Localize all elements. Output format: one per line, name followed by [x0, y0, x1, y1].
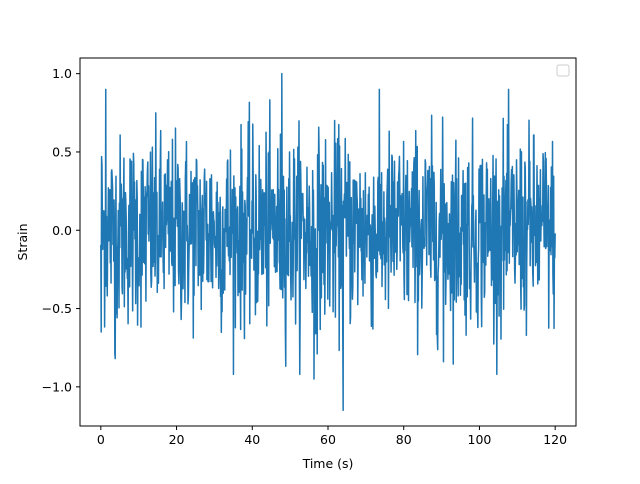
y-tick-label: 0.5	[52, 144, 72, 159]
y-tick-label: 1.0	[52, 66, 72, 81]
x-tick-label: 120	[543, 432, 567, 447]
y-tick-label: 0.0	[52, 223, 72, 238]
axes: 0 20 40 60 80 100 120 1.0 0.5 0.0 −0.5 −1.0	[42, 57, 577, 447]
strain-series-line	[100, 72, 556, 412]
x-tick-label: 100	[468, 432, 492, 447]
plot-area	[100, 72, 556, 412]
y-tick-label: −0.5	[42, 301, 72, 316]
x-tick-label: 40	[244, 432, 260, 447]
x-axis-label: Time (s)	[302, 456, 354, 471]
x-tick-label: 60	[320, 432, 336, 447]
legend-box	[556, 64, 570, 77]
y-axis-label: Strain	[15, 223, 30, 260]
x-tick-label: 0	[97, 432, 105, 447]
x-tick-label: 20	[169, 432, 185, 447]
y-tick-label: −1.0	[42, 379, 72, 394]
x-tick-label: 80	[396, 432, 412, 447]
